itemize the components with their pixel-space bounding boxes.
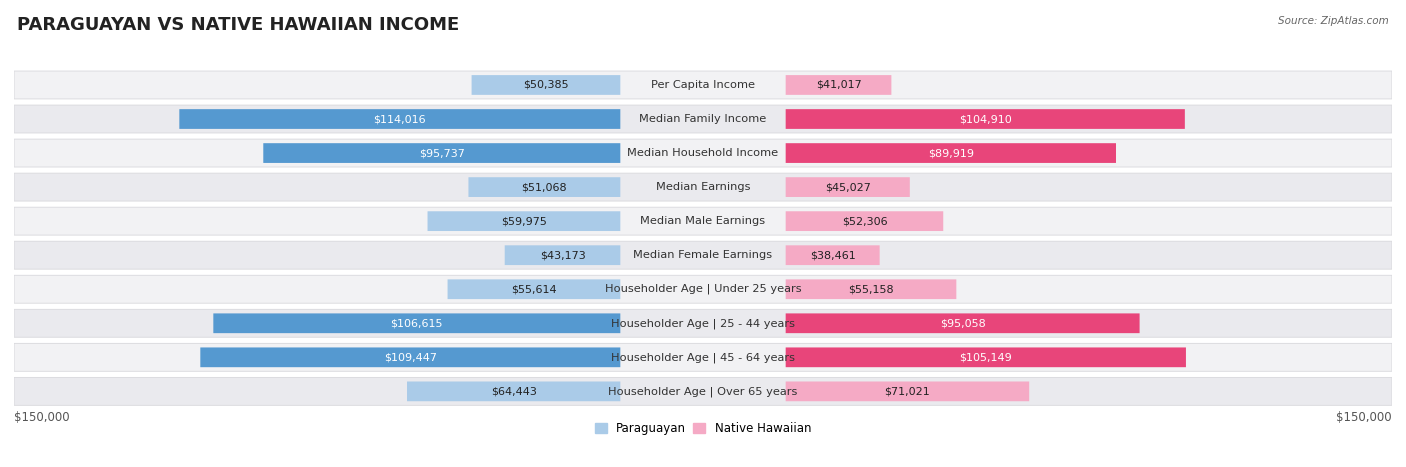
Text: Householder Age | Over 65 years: Householder Age | Over 65 years	[609, 386, 797, 396]
FancyBboxPatch shape	[214, 313, 620, 333]
FancyBboxPatch shape	[180, 109, 620, 129]
FancyBboxPatch shape	[468, 177, 620, 197]
FancyBboxPatch shape	[14, 343, 1392, 371]
FancyBboxPatch shape	[263, 143, 620, 163]
Text: Per Capita Income: Per Capita Income	[651, 80, 755, 90]
Text: $109,447: $109,447	[384, 352, 437, 362]
Text: $38,461: $38,461	[810, 250, 855, 260]
FancyBboxPatch shape	[786, 75, 891, 95]
Text: $106,615: $106,615	[391, 318, 443, 328]
Text: $64,443: $64,443	[491, 386, 537, 396]
Text: $105,149: $105,149	[959, 352, 1012, 362]
Text: $95,058: $95,058	[939, 318, 986, 328]
Legend: Paraguayan, Native Hawaiian: Paraguayan, Native Hawaiian	[591, 417, 815, 440]
FancyBboxPatch shape	[14, 207, 1392, 235]
FancyBboxPatch shape	[786, 211, 943, 231]
Text: $89,919: $89,919	[928, 148, 974, 158]
Text: $51,068: $51,068	[522, 182, 567, 192]
FancyBboxPatch shape	[505, 245, 620, 265]
FancyBboxPatch shape	[786, 109, 1185, 129]
Text: Median Earnings: Median Earnings	[655, 182, 751, 192]
FancyBboxPatch shape	[14, 241, 1392, 269]
FancyBboxPatch shape	[786, 382, 1029, 401]
FancyBboxPatch shape	[786, 279, 956, 299]
Text: $114,016: $114,016	[374, 114, 426, 124]
FancyBboxPatch shape	[786, 143, 1116, 163]
Text: Householder Age | Under 25 years: Householder Age | Under 25 years	[605, 284, 801, 295]
FancyBboxPatch shape	[14, 275, 1392, 303]
FancyBboxPatch shape	[14, 309, 1392, 337]
FancyBboxPatch shape	[427, 211, 620, 231]
FancyBboxPatch shape	[471, 75, 620, 95]
Text: Median Family Income: Median Family Income	[640, 114, 766, 124]
FancyBboxPatch shape	[14, 71, 1392, 99]
FancyBboxPatch shape	[447, 279, 620, 299]
FancyBboxPatch shape	[406, 382, 620, 401]
Text: $55,614: $55,614	[512, 284, 557, 294]
Text: Householder Age | 45 - 64 years: Householder Age | 45 - 64 years	[612, 352, 794, 362]
Text: $150,000: $150,000	[14, 411, 70, 424]
FancyBboxPatch shape	[786, 313, 1140, 333]
FancyBboxPatch shape	[786, 177, 910, 197]
Text: $50,385: $50,385	[523, 80, 569, 90]
Text: $41,017: $41,017	[815, 80, 862, 90]
Text: $59,975: $59,975	[501, 216, 547, 226]
FancyBboxPatch shape	[14, 173, 1392, 201]
Text: Median Male Earnings: Median Male Earnings	[641, 216, 765, 226]
Text: $95,737: $95,737	[419, 148, 465, 158]
FancyBboxPatch shape	[200, 347, 620, 367]
Text: $43,173: $43,173	[540, 250, 585, 260]
FancyBboxPatch shape	[14, 377, 1392, 405]
Text: $150,000: $150,000	[1336, 411, 1392, 424]
Text: $45,027: $45,027	[825, 182, 870, 192]
Text: Median Household Income: Median Household Income	[627, 148, 779, 158]
FancyBboxPatch shape	[14, 105, 1392, 133]
FancyBboxPatch shape	[786, 347, 1185, 367]
FancyBboxPatch shape	[786, 245, 880, 265]
Text: Source: ZipAtlas.com: Source: ZipAtlas.com	[1278, 16, 1389, 26]
Text: $104,910: $104,910	[959, 114, 1012, 124]
FancyBboxPatch shape	[14, 139, 1392, 167]
Text: Householder Age | 25 - 44 years: Householder Age | 25 - 44 years	[612, 318, 794, 328]
Text: PARAGUAYAN VS NATIVE HAWAIIAN INCOME: PARAGUAYAN VS NATIVE HAWAIIAN INCOME	[17, 16, 460, 35]
Text: $55,158: $55,158	[848, 284, 894, 294]
Text: $71,021: $71,021	[884, 386, 931, 396]
Text: $52,306: $52,306	[842, 216, 887, 226]
Text: Median Female Earnings: Median Female Earnings	[634, 250, 772, 260]
